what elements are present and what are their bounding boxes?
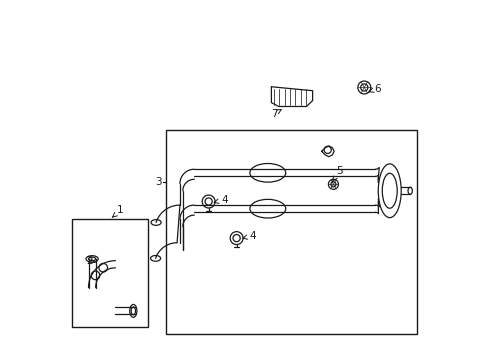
Text: 4: 4 [243,231,256,240]
Text: 1: 1 [112,206,123,217]
Bar [72,220,147,327]
Bar [165,130,416,334]
Text: 7: 7 [270,109,281,119]
Text: 6: 6 [368,84,380,94]
Text: 4: 4 [214,195,227,205]
Text: 2: 2 [86,256,95,266]
Text: 3: 3 [154,177,161,187]
Text: 5: 5 [332,166,342,181]
